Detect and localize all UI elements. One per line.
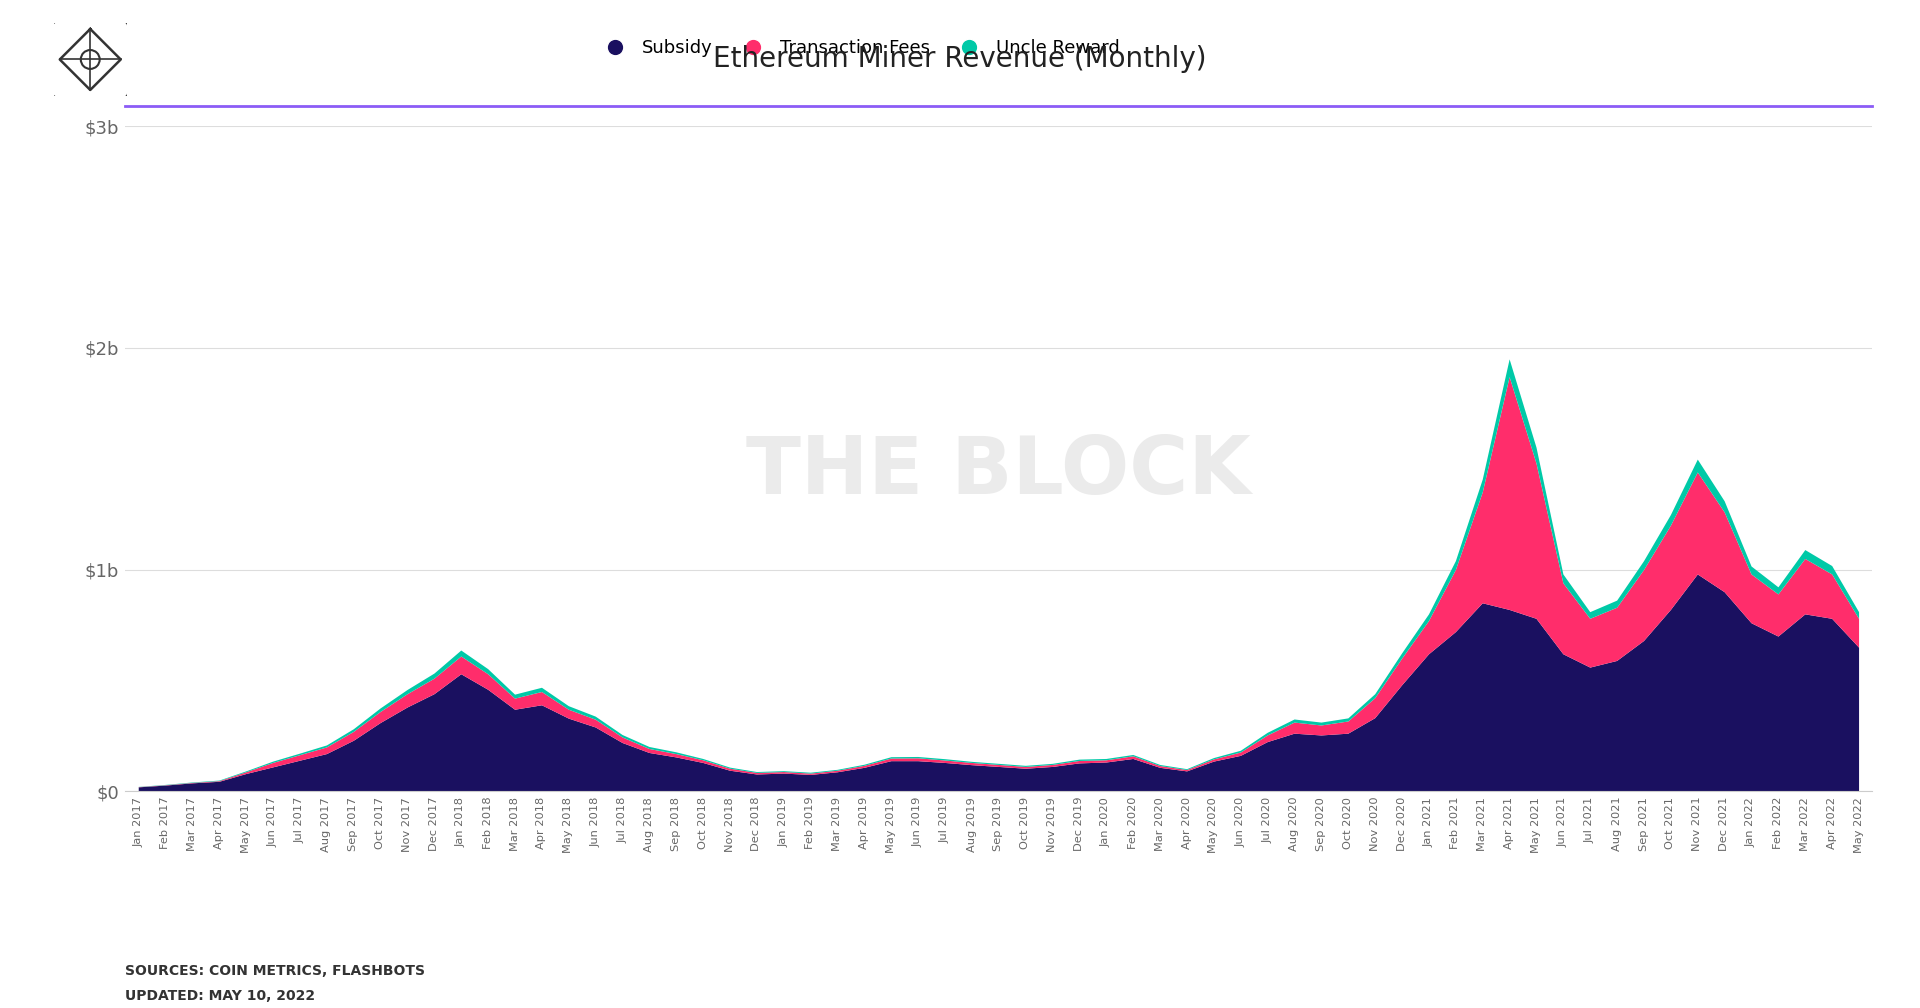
Text: SOURCES: COIN METRICS, FLASHBOTS: SOURCES: COIN METRICS, FLASHBOTS <box>125 964 424 978</box>
Legend: Subsidy, Transaction Fees, Uncle Reward: Subsidy, Transaction Fees, Uncle Reward <box>589 32 1127 65</box>
Text: Ethereum Miner Revenue (Monthly): Ethereum Miner Revenue (Monthly) <box>712 45 1208 74</box>
Text: THE BLOCK: THE BLOCK <box>747 433 1250 511</box>
Text: UPDATED: MAY 10, 2022: UPDATED: MAY 10, 2022 <box>125 989 315 1003</box>
